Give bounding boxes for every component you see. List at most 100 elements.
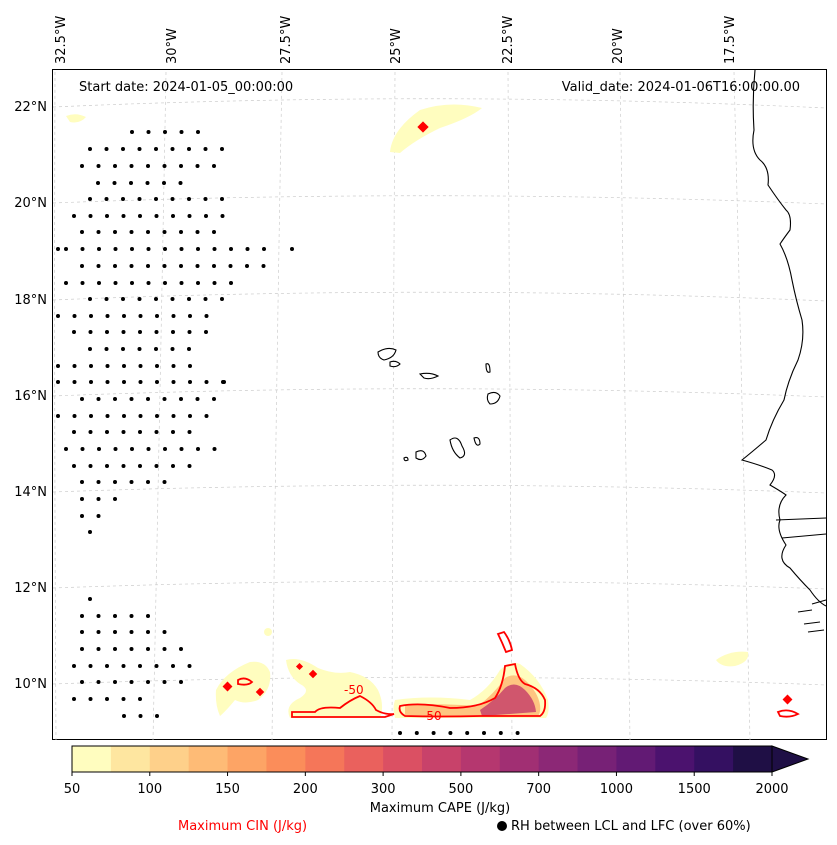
- rh-dot: [80, 647, 84, 651]
- rh-dot: [56, 380, 60, 384]
- rh-dot: [187, 664, 192, 668]
- rh-dot: [171, 464, 175, 468]
- rh-dot: [187, 197, 191, 201]
- rh-dot: [188, 380, 192, 384]
- rh-dot: [129, 181, 133, 185]
- rh-dot: [137, 347, 142, 351]
- colorbar-tick-label: 1000: [600, 782, 633, 797]
- cape-area-south-west: [215, 661, 271, 716]
- cape-area-north: [390, 104, 482, 153]
- lon-label-25: 25°W: [389, 28, 404, 64]
- rh-dot: [155, 380, 159, 384]
- rh-dot: [113, 630, 117, 634]
- rh-dot: [105, 430, 109, 434]
- cape-verde-islands: [377, 347, 501, 462]
- rh-dot: [290, 247, 294, 251]
- rh-dot: [129, 630, 134, 634]
- rh-dot: [80, 497, 84, 501]
- rh-dot: [105, 364, 110, 368]
- rh-dot: [465, 731, 470, 735]
- rh-dot: [113, 647, 117, 651]
- rh-dot: [129, 397, 134, 401]
- rh-dot: [80, 480, 84, 484]
- rh-dot: [80, 397, 84, 401]
- rh-dot: [196, 130, 200, 134]
- rh-dot: [105, 414, 110, 418]
- colorbar: [71, 745, 810, 773]
- rh-dot: [154, 664, 159, 668]
- colorbar-segment: [577, 746, 617, 772]
- cin-contour-label-1: -50: [344, 683, 364, 697]
- rh-dot: [203, 147, 208, 151]
- rh-dot: [137, 147, 142, 151]
- rh-dot: [146, 264, 150, 268]
- island-sal: [485, 363, 491, 373]
- rh-dot: [80, 614, 84, 618]
- rh-dot: [113, 480, 117, 484]
- rh-dot: [121, 664, 126, 668]
- rh-dot: [129, 614, 134, 618]
- rh-dot: [137, 297, 142, 301]
- rh-dot: [121, 214, 126, 218]
- rh-dot: [146, 230, 150, 234]
- rh-dot: [72, 214, 76, 218]
- rh-dot: [220, 297, 224, 301]
- rh-dot: [96, 397, 101, 401]
- rh-dot: [155, 364, 159, 368]
- island-santiago: [449, 437, 466, 459]
- rh-dot: [162, 680, 167, 684]
- rh-dot: [155, 414, 159, 418]
- rh-dot: [212, 264, 216, 268]
- rh-dot: [203, 197, 208, 201]
- rh-dot: [72, 697, 76, 701]
- colorbar-tick-label: 300: [371, 782, 396, 797]
- rh-dot: [89, 364, 93, 368]
- rh-dot: [129, 680, 134, 684]
- colorbar-segment: [344, 746, 384, 772]
- colorbar-tick-label: 150: [215, 782, 240, 797]
- rh-dot: [89, 414, 93, 418]
- rh-dot: [64, 447, 68, 451]
- rh-dot: [220, 147, 224, 151]
- rh-dot: [179, 247, 184, 251]
- rh-dot: [88, 597, 92, 601]
- rh-dot: [196, 447, 200, 451]
- rh-dot: [138, 330, 142, 334]
- rh-dot: [187, 147, 191, 151]
- colorbar-title: Maximum CAPE (J/kg): [369, 801, 511, 816]
- rh-dot: [105, 380, 110, 384]
- rh-dot: [162, 164, 167, 168]
- rh-dot: [431, 731, 436, 735]
- colorbar-segment: [694, 746, 734, 772]
- rh-dot: [229, 247, 233, 251]
- rh-dot: [130, 130, 134, 134]
- rh-dot: [104, 297, 109, 301]
- colorbar-tick-label: 50: [64, 782, 81, 797]
- rh-dot: [262, 247, 266, 251]
- rh-dot: [188, 414, 192, 418]
- rh-dots: [56, 130, 520, 735]
- gridlines: [52, 71, 827, 741]
- rh-dot: [188, 314, 192, 318]
- rh-dot: [196, 247, 200, 251]
- island-santo-antao: [377, 347, 397, 361]
- rh-dot: [96, 181, 100, 185]
- cape-area-dot: [264, 628, 272, 636]
- colorbar-segment: [616, 746, 656, 772]
- colorbar-segment: [460, 746, 501, 772]
- rh-dot: [228, 264, 233, 268]
- island-fogo: [415, 450, 427, 461]
- rh-dot: [138, 314, 143, 318]
- rh-dot: [146, 130, 151, 134]
- rh-dot: [178, 181, 183, 185]
- rh-dot: [155, 314, 159, 318]
- gambia-coast: [781, 533, 827, 539]
- rh-dot: [72, 330, 76, 334]
- rh-dot: [80, 680, 84, 684]
- rh-dot: [130, 247, 134, 251]
- rh-dot: [121, 297, 125, 301]
- senegal-coast: [775, 517, 827, 521]
- rh-dot: [121, 197, 125, 201]
- rh-dot: [163, 130, 167, 134]
- cape-area-south-core: [480, 684, 536, 716]
